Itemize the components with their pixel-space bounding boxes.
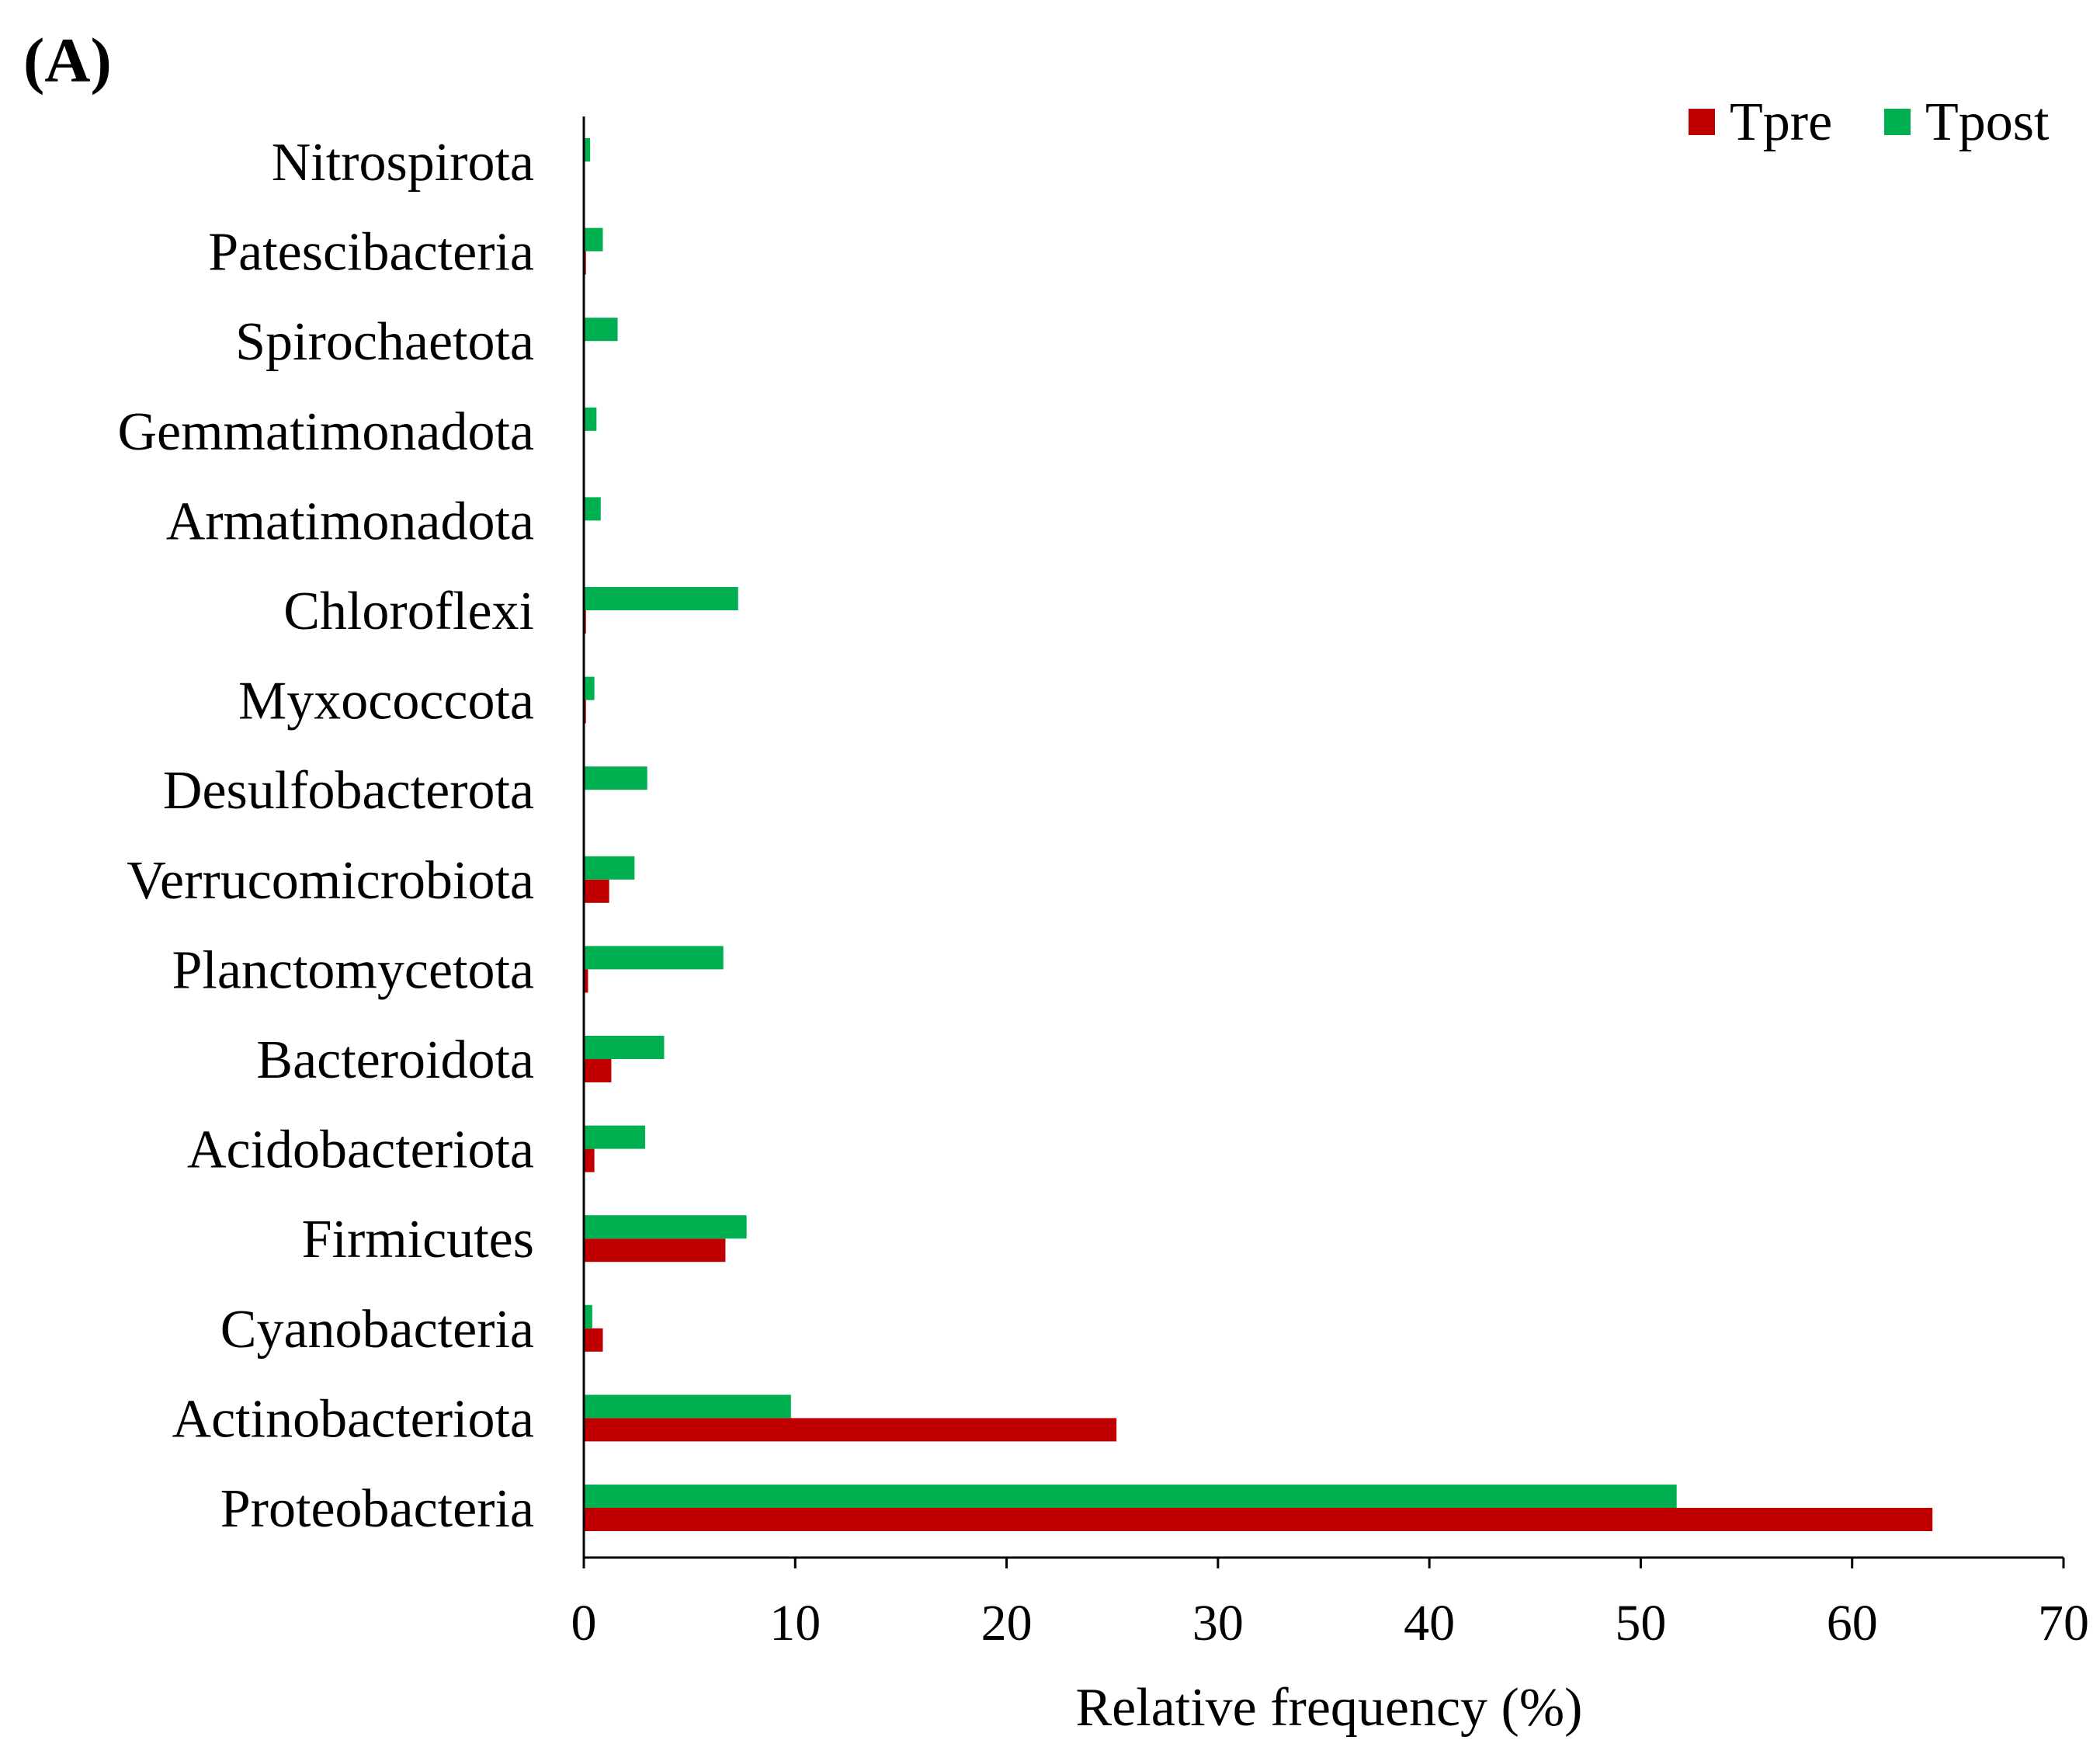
x-tick-label-60: 60 [1827,1595,1878,1651]
bar-tpost-actinobacteriota [584,1394,791,1419]
bar-tpre-acidobacteriota [584,1148,595,1172]
category-label-spirochaetota: Spirochaetota [235,312,534,372]
category-label-proteobacteria: Proteobacteria [220,1479,534,1539]
bars [584,138,1933,1531]
x-tick-label-70: 70 [2038,1595,2089,1651]
x-tick-label-0: 0 [571,1595,597,1651]
category-labels: Nitrospirota Patescibacteria Spirochaetota… [117,133,534,1539]
bar-tpost-proteobacteria [584,1485,1677,1508]
bar-tpost-verrucomicrobiota [584,856,635,880]
bar-tpost-armatimonadota [584,497,601,521]
category-label-bacteroidota: Bacteroidota [256,1030,534,1090]
bar-tpost-acidobacteriota [584,1125,645,1149]
category-label-acidobacteriota: Acidobacteriota [187,1120,534,1180]
category-label-planctomycetota: Planctomycetota [172,940,534,1000]
x-tick-label-40: 40 [1404,1595,1455,1651]
category-label-patescibacteria: Patescibacteria [208,223,534,283]
category-label-cyanobacteria: Cyanobacteria [220,1300,534,1360]
x-axis-title: Relative frequency (%) [1075,1678,1582,1738]
legend-swatch-tpost [1884,109,1911,135]
bar-tpost-patescibacteria [584,227,603,252]
category-label-myxococcota: Myxococcota [238,672,534,731]
category-label-gemmatimonadota: Gemmatimonadota [117,402,534,462]
bar-tpost-chloroflexi [584,587,738,610]
category-label-chloroflexi: Chloroflexi [283,582,534,641]
bar-tpost-spirochaetota [584,318,618,342]
legend: Tpre Tpost [1689,92,2050,152]
bar-tpre-proteobacteria [584,1508,1933,1531]
category-label-actinobacteriota: Actinobacteriota [172,1389,534,1449]
x-tick-label-20: 20 [981,1595,1033,1651]
bar-tpost-gemmatimonadota [584,407,597,431]
category-label-nitrospirota: Nitrospirota [272,133,534,193]
x-tick-label-10: 10 [769,1595,821,1651]
bar-tpre-firmicutes [584,1238,726,1262]
x-tick-label-30: 30 [1192,1595,1244,1651]
bar-tpre-actinobacteriota [584,1418,1117,1442]
bar-tpre-cyanobacteria [584,1328,603,1352]
legend-label-tpost: Tpost [1925,92,2050,152]
legend-swatch-tpre [1689,109,1715,135]
category-label-armatimonadota: Armatimonadota [166,491,534,551]
legend-label-tpre: Tpre [1730,92,1832,152]
panel-label: (A) [23,25,112,96]
bar-tpost-cyanobacteria [584,1304,592,1328]
category-label-firmicutes: Firmicutes [302,1210,534,1269]
bar-tpost-desulfobacterota [584,766,647,790]
category-label-verrucomicrobiota: Verrucomicrobiota [127,851,534,911]
bar-tpost-nitrospirota [584,138,591,162]
bar-tpost-myxococcota [584,676,595,700]
bar-tpre-verrucomicrobiota [584,879,609,903]
bar-tpre-bacteroidota [584,1059,612,1082]
x-tick-label-50: 50 [1615,1595,1666,1651]
bar-tpre-planctomycetota [584,969,588,993]
bar-tpost-firmicutes [584,1215,747,1239]
x-ticks: 0 10 20 30 40 50 60 70 [571,1558,2089,1651]
bar-tpost-planctomycetota [584,946,724,970]
bar-tpost-bacteroidota [584,1036,665,1059]
category-label-desulfobacterota: Desulfobacterota [163,761,534,821]
